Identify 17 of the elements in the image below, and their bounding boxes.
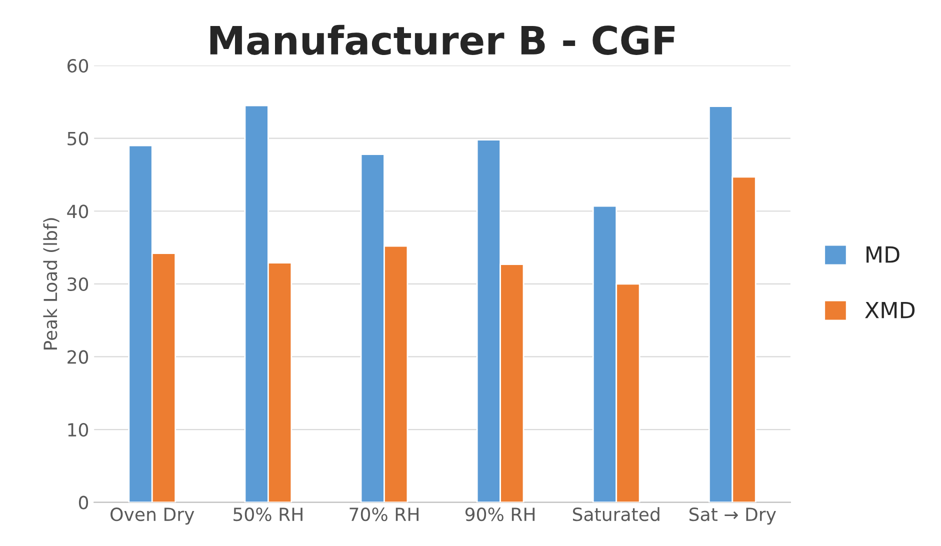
y-tick-label: 40 [67,204,88,218]
legend-label: MD [866,246,900,263]
x-tick-label: Saturated [572,507,660,522]
y-tick-label: 50 [68,132,88,146]
x-tick-label: Sat → Dry [689,508,776,525]
y-tick-label: 10 [68,422,88,437]
y-tick-label: 60 [68,58,88,73]
chart-title: Manufacturer B - CGF [210,24,674,55]
y-tick-label: 0 [78,496,88,510]
x-tick-label: 50% RH [234,508,302,522]
x-tick-label: 70% RH [350,508,418,522]
x-tick-label: Oven Dry [110,508,194,525]
y-tick-label: 20 [68,350,88,364]
y-tick-label: 30 [68,277,88,292]
y-axis-title: Peak Load (lbf) [43,218,60,350]
x-tick-label: 90% RH [465,508,535,522]
legend-label: XMD [865,302,915,318]
